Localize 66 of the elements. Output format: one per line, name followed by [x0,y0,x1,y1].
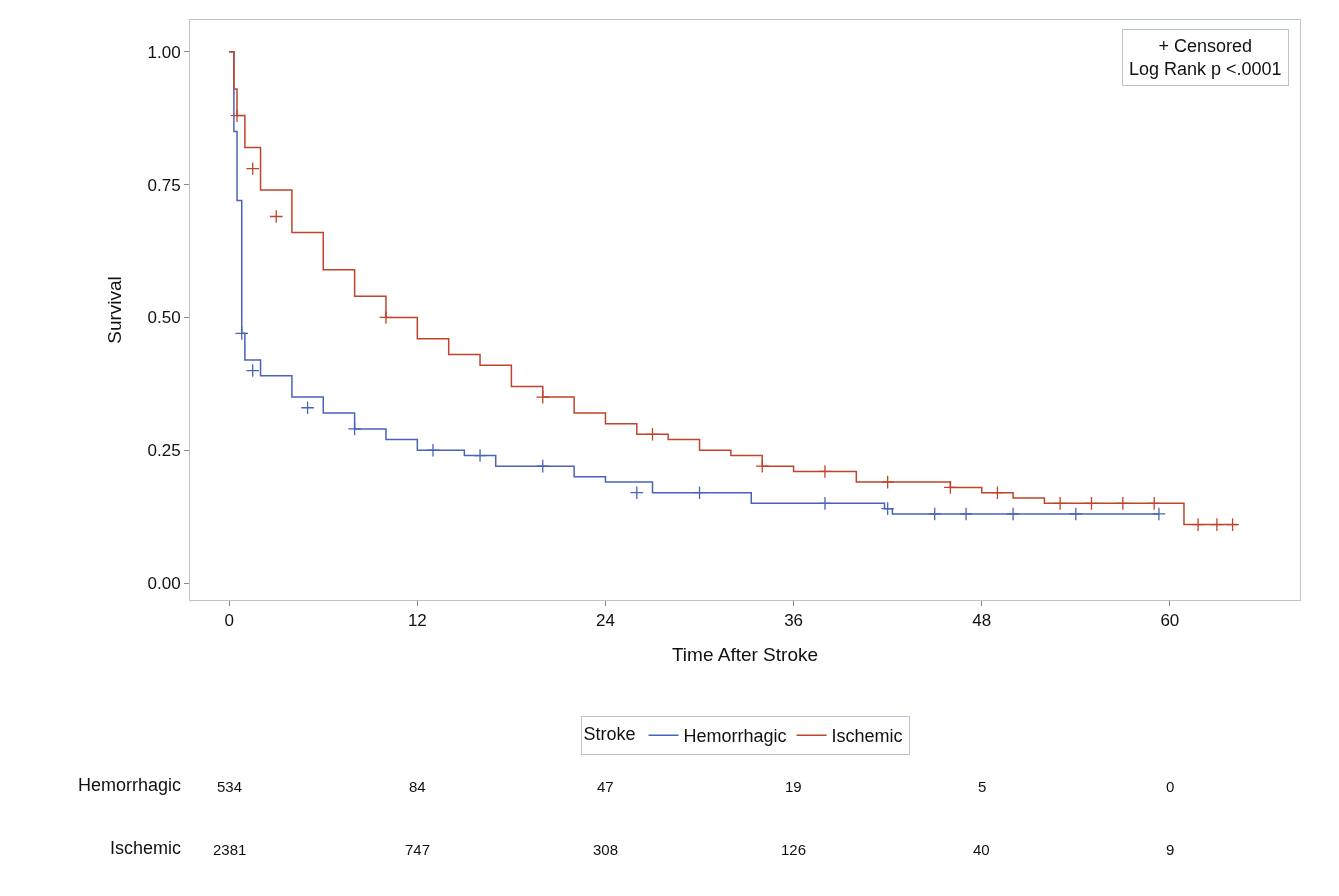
point [230,108,244,123]
x-tick-label: 48 [972,611,992,631]
x-axis-title: Time After Stroke [671,644,819,666]
point [990,485,1005,500]
text: 747 [405,841,431,858]
legend-label: Ischemic [831,726,903,747]
point [1006,507,1021,521]
text: Ischemic [110,838,182,858]
point [535,390,550,405]
point [755,459,770,474]
point [1225,517,1240,532]
point [818,464,832,479]
text: 9 [1166,841,1175,858]
point [269,209,284,224]
legend-label: Hemorrhagic [683,726,787,747]
text: 126 [781,841,807,858]
point [234,326,249,341]
annotation: Log Rank p <.0001 [1129,59,1282,80]
point [347,422,362,436]
y-tick-label: 0.75 [147,175,181,195]
y-axis-title: Survival [104,276,126,344]
point [300,400,315,415]
text: 19 [785,778,802,795]
point [426,443,440,458]
point [943,480,958,495]
text: 2381 [213,841,247,858]
x-tick-label: 36 [784,611,804,631]
point [379,310,393,325]
point [629,485,644,500]
text: 40 [973,841,990,858]
y-tick-label: 1.00 [147,42,181,62]
point [473,448,487,463]
point [818,496,832,511]
point [1191,517,1206,532]
point [1084,496,1099,511]
point [1068,507,1083,521]
point [245,363,260,378]
text: 0 [1166,778,1175,795]
text: 5 [978,778,987,795]
text: 308 [593,841,619,858]
point [880,475,895,490]
point [927,507,942,521]
point [1151,507,1166,521]
text: 47 [597,778,614,795]
legend-title: Stroke [583,724,636,745]
point [535,459,550,474]
point [1209,517,1224,532]
y-tick-label: 0.50 [147,308,181,328]
x-tick-label: 0 [224,611,234,631]
y-tick-label: 0.00 [147,573,181,593]
x-tick-label: 60 [1160,611,1180,631]
text: Hemorrhagic [78,775,182,795]
annotation: + Censored [1158,36,1253,56]
x-tick-label: 24 [596,611,615,631]
point [1115,496,1130,511]
point [245,161,260,176]
point [1147,496,1162,511]
point [692,485,707,500]
point [959,507,974,521]
x-tick-label: 12 [407,611,427,631]
text: 534 [217,778,243,795]
point [880,501,895,516]
point [645,427,660,442]
point [1053,496,1068,511]
y-tick-label: 0.25 [147,441,181,461]
text: 84 [409,778,426,795]
